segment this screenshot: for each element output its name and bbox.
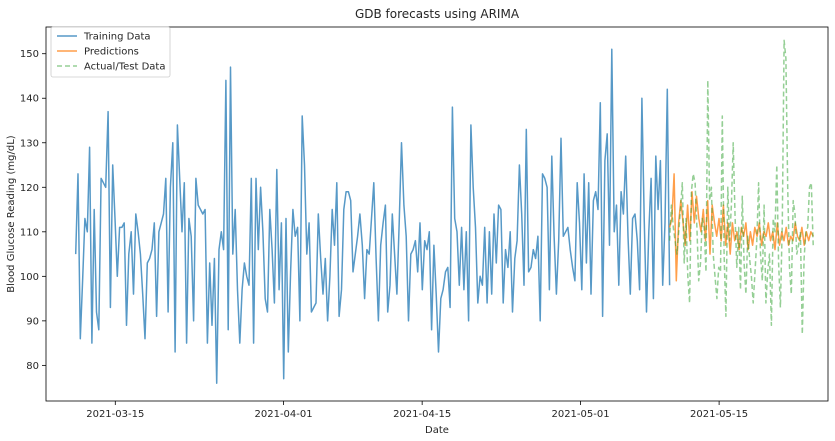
series-line-3: [668, 39, 814, 335]
x-tick-label: 2021-05-01: [551, 409, 609, 420]
plot-frame: [45, 26, 829, 402]
y-tick-label: 150: [20, 49, 39, 60]
x-tick-label: 2021-04-15: [393, 409, 451, 420]
legend-box: [50, 26, 171, 78]
series-line-1: [74, 48, 671, 384]
y-tick-label: 140: [20, 94, 39, 105]
legend: Training Data Predictions Actual/Test Data: [50, 26, 171, 78]
plot-lines: [74, 39, 814, 384]
x-axis-label: Date: [425, 425, 449, 436]
legend-label-3: Actual/Test Data: [84, 62, 165, 73]
y-tick-label: 110: [20, 227, 39, 238]
y-tick-label: 80: [26, 361, 39, 372]
x-axis: 2021-03-15 2021-04-01 2021-04-15 2021-05-01…: [86, 401, 748, 420]
y-axis: 80 90 100 110 120 130 140 150: [20, 49, 46, 372]
legend-label-1: Training Data: [83, 32, 151, 43]
y-tick-label: 120: [20, 183, 39, 194]
y-tick-label: 130: [20, 138, 39, 149]
legend-label-2: Predictions: [84, 47, 139, 58]
x-tick-label: 2021-05-15: [690, 409, 748, 420]
y-tick-label: 100: [20, 272, 39, 283]
y-tick-label: 90: [26, 316, 39, 327]
x-tick-label: 2021-04-01: [255, 409, 313, 420]
chart-title: GDB forecasts using ARIMA: [355, 7, 520, 21]
x-tick-label: 2021-03-15: [86, 409, 144, 420]
y-axis-label: Blood Glucose Reading (mg/dL): [6, 135, 17, 292]
